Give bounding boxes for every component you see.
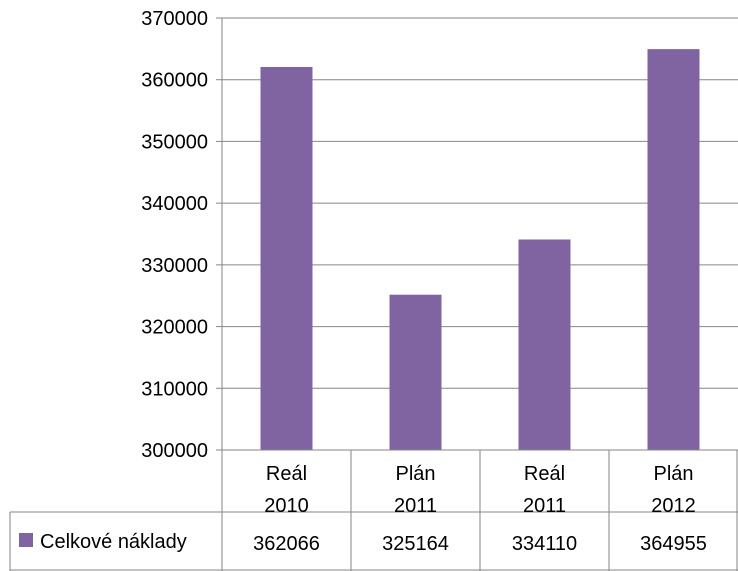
category-label: 2010 [264, 495, 309, 517]
category-label: Reál [266, 463, 307, 485]
category-label: 2012 [651, 495, 696, 517]
y-tick-label: 300000 [141, 440, 208, 462]
bars [260, 49, 700, 450]
y-tick-label: 330000 [141, 255, 208, 277]
bar [518, 239, 571, 450]
data-table: Reál 2010 Plán 2011 Reál 2011 Plán 2012 Celkové … [9, 450, 738, 571]
y-tick-label: 340000 [141, 193, 208, 215]
data-table-value: 325164 [382, 533, 449, 555]
y-tick-label: 370000 [141, 8, 208, 30]
legend-label: Celkové náklady [40, 531, 187, 553]
category-label: Plán [653, 463, 693, 485]
y-tick-label: 360000 [141, 70, 208, 92]
category-label: Plán [395, 463, 435, 485]
category-label: Reál [524, 463, 565, 485]
y-tick-label: 350000 [141, 131, 208, 153]
bar [389, 294, 442, 450]
category-label: 2011 [523, 495, 566, 517]
y-tick-label: 310000 [141, 378, 208, 400]
bar [260, 66, 313, 450]
bar [647, 49, 700, 450]
data-table-value: 362066 [253, 533, 320, 555]
data-table-value: 364955 [640, 533, 707, 555]
y-axis-tick-labels: 300000 310000 320000 330000 340000 350000 3600… [141, 8, 208, 462]
legend-swatch [19, 533, 33, 547]
y-tick-label: 320000 [141, 317, 208, 339]
category-label: 2011 [394, 495, 437, 517]
data-table-value: 334110 [512, 533, 577, 555]
